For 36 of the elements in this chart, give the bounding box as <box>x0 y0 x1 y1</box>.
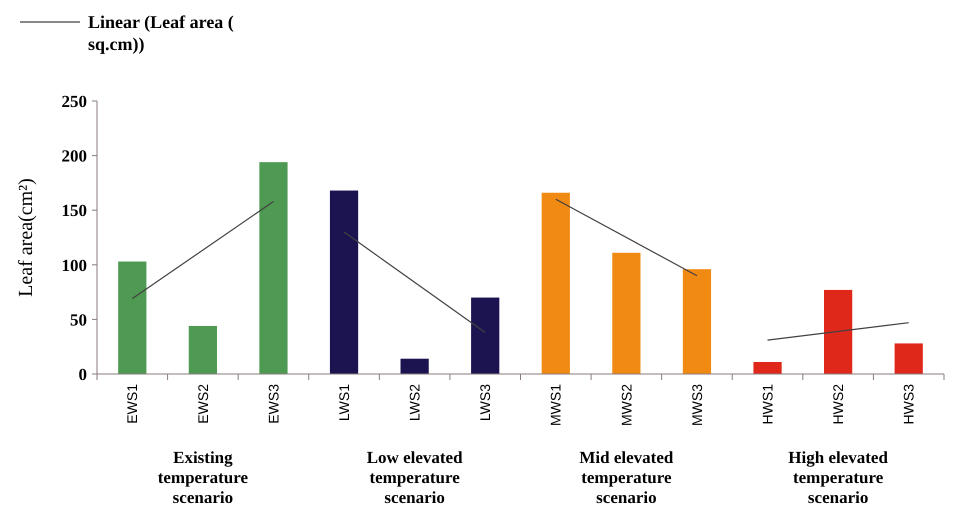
x-tick-label: LWS1 <box>336 384 352 422</box>
x-tick-label: LWS2 <box>406 384 423 422</box>
x-tick-label: HWS1 <box>759 384 776 424</box>
bar <box>682 269 712 374</box>
x-tick-label: EWS2 <box>194 384 211 424</box>
bar <box>471 298 500 374</box>
bar <box>259 162 288 374</box>
y-tick-label: 200 <box>62 146 87 166</box>
x-tick-label: MWS3 <box>688 384 705 426</box>
y-axis-title: Leaf area(cm²) <box>15 178 37 297</box>
y-tick-label: 100 <box>62 256 87 275</box>
bar <box>612 252 640 374</box>
text: Low elevated temperature scenario <box>366 448 464 507</box>
bar <box>400 358 429 374</box>
legend-label: Linear (Leaf area ( sq.cm)) <box>88 12 234 54</box>
x-tick-label: HWS3 <box>900 384 917 424</box>
bar <box>753 362 782 374</box>
x-tick-label: MWS1 <box>548 384 564 426</box>
x-tick-label: EWS1 <box>124 384 140 424</box>
y-tick-label: 50 <box>70 310 87 330</box>
y-tick-label: 150 <box>62 201 87 220</box>
x-tick-label: LWS3 <box>477 384 494 422</box>
bar <box>188 326 217 374</box>
y-tick-label: 0 <box>78 364 87 384</box>
text: Existing temperature scenario <box>158 448 248 507</box>
bar <box>894 343 923 374</box>
bar <box>824 290 852 374</box>
bar <box>542 192 570 374</box>
bar <box>118 262 146 374</box>
y-tick-label: 250 <box>62 92 87 111</box>
x-tick-label: HWS2 <box>830 384 846 424</box>
text: High elevated temperature scenario <box>788 448 888 507</box>
bar <box>330 190 358 374</box>
x-tick-label: EWS3 <box>265 384 282 424</box>
x-tick-label: MWS2 <box>618 384 634 426</box>
text: Mid elevated temperature scenario <box>579 448 674 507</box>
